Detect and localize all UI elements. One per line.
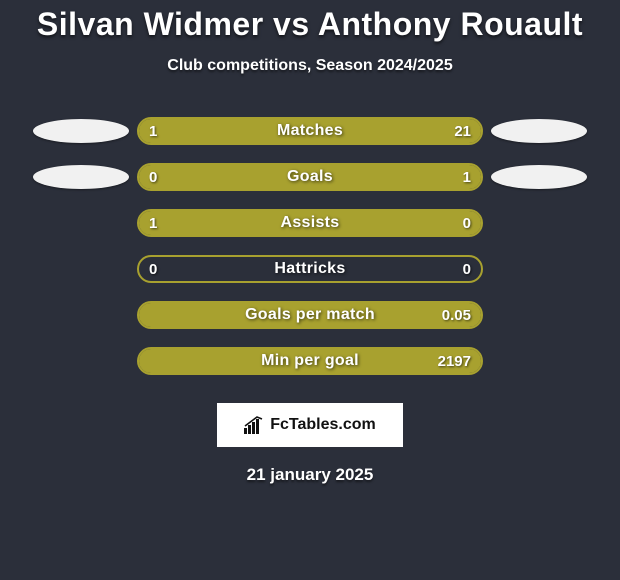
player2-value: 1	[463, 165, 471, 189]
stat-row: 121Matches	[0, 117, 620, 145]
stat-bar: 0 0Hattricks	[137, 255, 483, 283]
player1-crest-slot	[31, 209, 131, 237]
stat-bar: 10Assists	[137, 209, 483, 237]
player2-crest-slot	[489, 163, 589, 191]
brand-badge: FcTables.com	[217, 403, 403, 447]
player2-crest-slot	[489, 255, 589, 283]
player1-crest-slot	[31, 347, 131, 375]
player2-fill	[139, 303, 481, 327]
player2-crest-slot	[489, 347, 589, 375]
brand-text: FcTables.com	[270, 416, 376, 434]
stat-row: 0.05Goals per match	[0, 301, 620, 329]
player1-crest-placeholder	[33, 165, 129, 189]
player1-value: 0	[149, 257, 157, 281]
stat-row: 0 0Hattricks	[0, 255, 620, 283]
player1-crest-slot	[31, 163, 131, 191]
player1-fill	[139, 211, 481, 235]
player1-value: 1	[149, 119, 157, 143]
stat-bar: 0.05Goals per match	[137, 301, 483, 329]
player2-crest-placeholder	[491, 119, 587, 143]
stat-row: 01Goals	[0, 163, 620, 191]
stat-row: 2197Min per goal	[0, 347, 620, 375]
player2-fill	[156, 119, 481, 143]
stat-rows: 121Matches01Goals10Assists00Hattricks0.0…	[0, 117, 620, 375]
player2-crest-slot	[489, 117, 589, 145]
fctables-icon	[244, 416, 266, 434]
stat-bar: 121Matches	[137, 117, 483, 145]
player1-value: 0	[149, 165, 157, 189]
player2-value: 21	[454, 119, 471, 143]
player2-crest-slot	[489, 209, 589, 237]
player1-crest-slot	[31, 301, 131, 329]
player2-value: 0	[463, 257, 471, 281]
subtitle: Club competitions, Season 2024/2025	[0, 57, 620, 75]
player1-value: 1	[149, 211, 157, 235]
stat-label: Hattricks	[139, 257, 481, 281]
player2-value: 0	[463, 211, 471, 235]
player2-fill	[139, 349, 481, 373]
player2-value: 2197	[438, 349, 471, 373]
comparison-infographic: Silvan Widmer vs Anthony Rouault Club co…	[0, 0, 620, 580]
player2-crest-slot	[489, 301, 589, 329]
stat-row: 10Assists	[0, 209, 620, 237]
footer-date: 21 january 2025	[0, 465, 620, 485]
player1-crest-slot	[31, 117, 131, 145]
player1-crest-placeholder	[33, 119, 129, 143]
player2-crest-placeholder	[491, 165, 587, 189]
player2-fill	[139, 165, 481, 189]
stat-bar: 01Goals	[137, 163, 483, 191]
page-title: Silvan Widmer vs Anthony Rouault	[0, 6, 620, 43]
stat-bar: 2197Min per goal	[137, 347, 483, 375]
player2-value: 0.05	[442, 303, 471, 327]
player1-crest-slot	[31, 255, 131, 283]
